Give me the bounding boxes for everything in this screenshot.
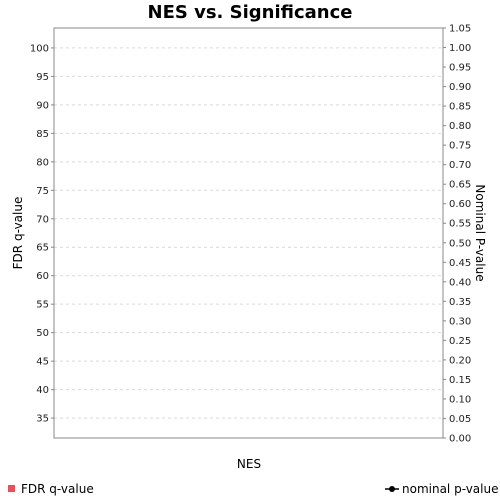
plot-area (53, 27, 444, 439)
right-tick-label: 0.25 (449, 336, 471, 347)
right-tick-label: 0.05 (449, 414, 471, 425)
right-tick-label: 0.90 (449, 82, 471, 93)
right-tick-label: 0.10 (449, 394, 471, 405)
right-tick-label: 1.00 (449, 43, 471, 54)
left-tick-label: 85 (36, 129, 49, 140)
right-tick-label: 0.20 (449, 355, 471, 366)
left-tick-label: 40 (36, 385, 49, 396)
right-tick-label: 0.30 (449, 316, 471, 327)
left-tick-label: 80 (36, 157, 49, 168)
left-tick-label: 70 (36, 214, 49, 225)
left-tick-label: 95 (36, 72, 49, 83)
right-tick-label: 0.60 (449, 199, 471, 210)
right-tick-label: 0.15 (449, 375, 471, 386)
legend-label-pvalue: nominal p-value (402, 482, 498, 496)
left-tick-label: 50 (36, 328, 49, 339)
left-tick-label: 55 (36, 300, 49, 311)
chart-title: NES vs. Significance (148, 2, 353, 23)
left-tick-label: 45 (36, 357, 49, 368)
grid-lines (54, 47, 443, 419)
left-tick-label: 100 (30, 43, 49, 54)
legend-marker-pvalue (389, 486, 395, 492)
left-tick-label: 60 (36, 271, 49, 282)
left-tick-label: 90 (36, 100, 49, 111)
right-tick-label: 0.75 (449, 141, 471, 152)
legend-label-fdr: FDR q-value (21, 482, 94, 496)
right-tick-label: 0.40 (449, 277, 471, 288)
legend-marker-fdr (8, 485, 15, 492)
right-tick-label: 0.35 (449, 297, 471, 308)
left-axis-ticks: 35 40 45 50 55 60 65 70 75 80 85 90 95 100 (30, 43, 54, 425)
x-axis-label: NES (237, 457, 261, 471)
right-tick-label: 0.50 (449, 238, 471, 249)
left-tick-label: 75 (36, 186, 49, 197)
right-tick-label: 1.05 (449, 24, 471, 35)
right-tick-label: 0.45 (449, 258, 471, 269)
right-axis-ticks: 0.00 0.05 0.10 0.15 0.20 0.25 0.30 0.35 0.40 0.45… (443, 24, 471, 445)
right-tick-label: 0.85 (449, 102, 471, 113)
left-tick-label: 65 (36, 243, 49, 254)
right-tick-label: 0.70 (449, 160, 471, 171)
right-tick-label: 0.65 (449, 180, 471, 191)
right-tick-label: 0.80 (449, 121, 471, 132)
right-axis-label: Nominal P-value (473, 184, 487, 281)
left-axis-label: FDR q-value (11, 197, 25, 270)
right-tick-label: 0.55 (449, 219, 471, 230)
right-tick-label: 0.95 (449, 63, 471, 74)
legend: FDR q-value nominal p-value (8, 482, 498, 496)
left-tick-label: 35 (36, 414, 49, 425)
right-tick-label: 0.00 (449, 434, 471, 445)
